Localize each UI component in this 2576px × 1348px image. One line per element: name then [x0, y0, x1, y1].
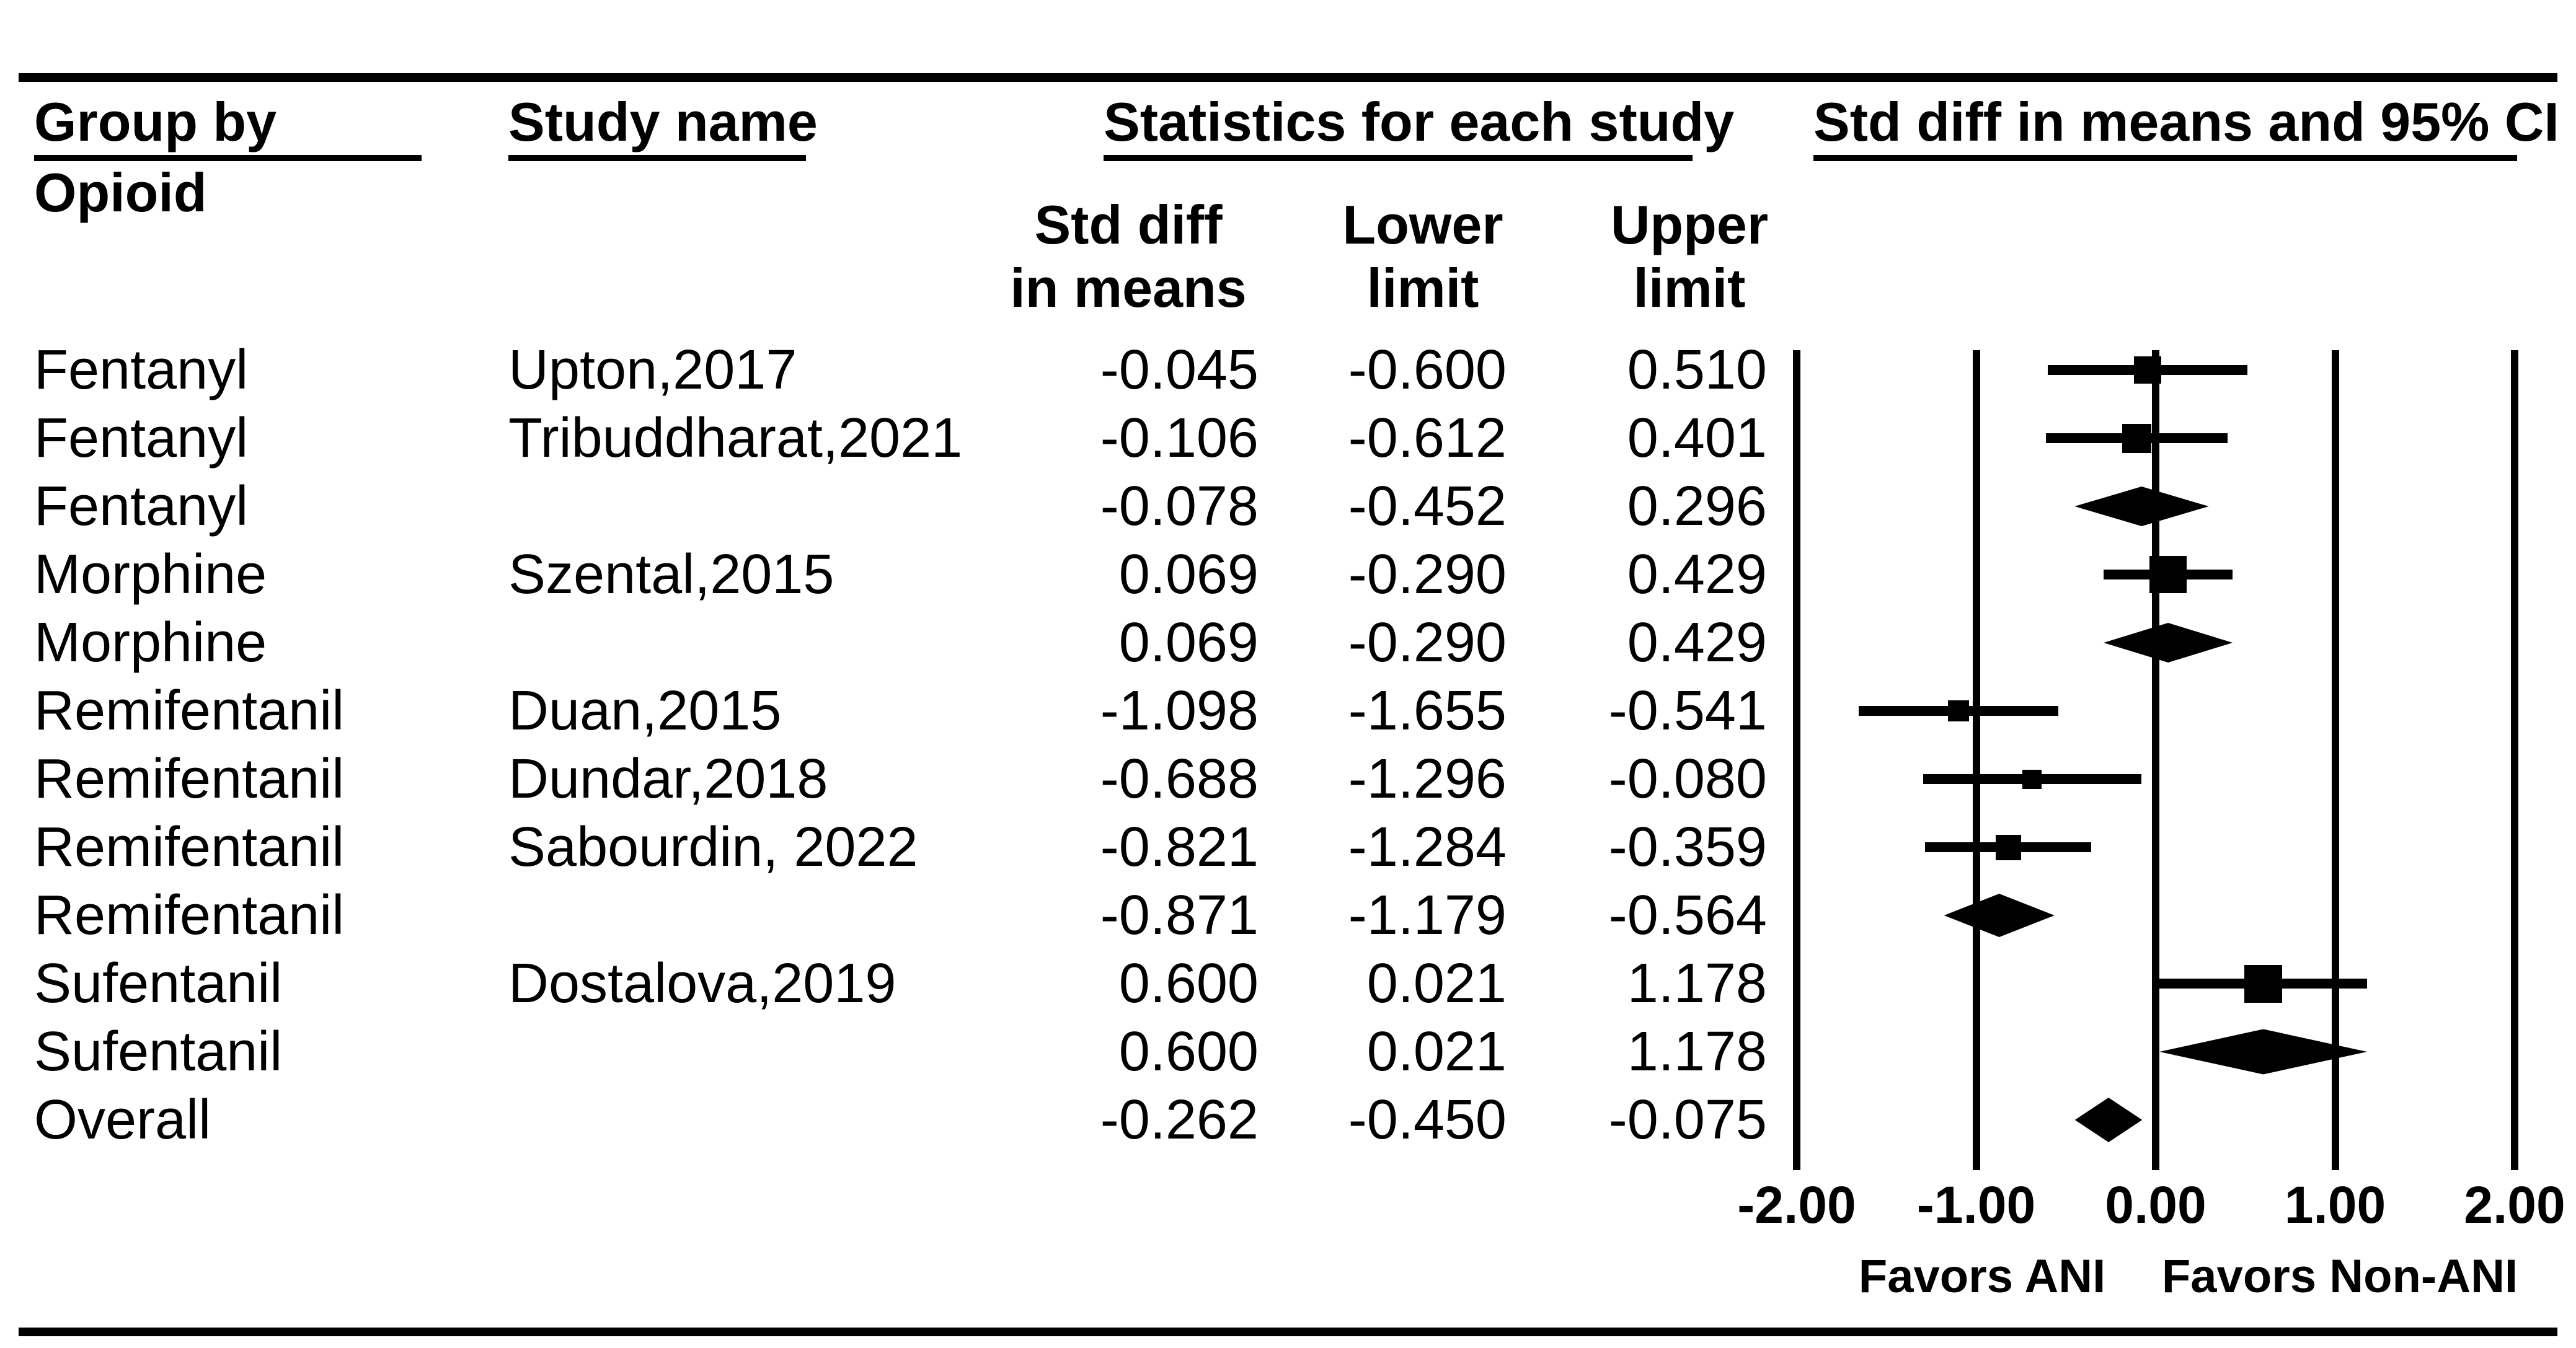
row-stddiff-value: 0.600	[1118, 1021, 1259, 1083]
row-group-label: Morphine	[34, 612, 267, 674]
row-group-label: Fentanyl	[34, 475, 249, 537]
row-lower-value: -0.600	[1348, 339, 1507, 401]
summary-diamond	[2074, 487, 2209, 526]
lower-column-header-line2: limit	[1366, 257, 1479, 319]
row-group-label: Sufentanil	[34, 1021, 283, 1083]
row-lower-value: -0.452	[1348, 475, 1507, 537]
row-stddiff-value: -0.821	[1100, 816, 1259, 878]
row-upper-value: -0.080	[1608, 748, 1767, 810]
weight-square	[2022, 769, 2042, 789]
row-stddiff-value: 0.600	[1118, 953, 1259, 1015]
group-by-sub-label: Opioid	[34, 162, 207, 223]
row-upper-value: 1.178	[1627, 953, 1767, 1015]
row-upper-value: -0.075	[1608, 1089, 1767, 1151]
axis-tick-label: 1.00	[2284, 1176, 2386, 1234]
statistics-header-label: Statistics for each study	[1104, 91, 1735, 152]
row-upper-value: 0.429	[1627, 612, 1767, 674]
row-lower-value: -1.179	[1348, 884, 1507, 946]
favors-left-label: Favors ANI	[1858, 1250, 2106, 1303]
row-stddiff-value: 0.069	[1118, 612, 1259, 674]
row-upper-value: 0.296	[1627, 475, 1767, 537]
row-study-label: Upton,2017	[508, 339, 797, 401]
row-lower-value: -1.284	[1348, 816, 1507, 878]
row-lower-value: -1.655	[1348, 680, 1507, 742]
row-upper-value: -0.541	[1608, 680, 1767, 742]
row-stddiff-value: -0.871	[1100, 884, 1259, 946]
row-stddiff-value: -0.078	[1100, 475, 1259, 537]
row-study-label: Dostalova,2019	[508, 953, 896, 1015]
summary-diamond	[2104, 623, 2233, 663]
row-group-label: Fentanyl	[34, 339, 249, 401]
row-upper-value: -0.564	[1608, 884, 1767, 946]
row-study-label: Duan,2015	[508, 680, 782, 742]
row-study-label: Tribuddharat,2021	[508, 407, 963, 469]
row-group-label: Remifentanil	[34, 816, 345, 878]
row-group-label: Overall	[34, 1089, 211, 1151]
plot-gridline	[2331, 350, 2339, 1170]
lower-column-header-line1: Lower	[1342, 194, 1503, 255]
row-study-label: Dundar,2018	[508, 748, 828, 810]
axis-tick-label: 2.00	[2464, 1176, 2565, 1234]
favors-right-label: Favors Non-ANI	[2161, 1250, 2518, 1303]
row-group-label: Morphine	[34, 544, 267, 606]
plot-gridline	[1972, 350, 1980, 1170]
weight-square	[2149, 556, 2187, 593]
study-name-header-label: Study name	[508, 91, 818, 152]
row-group-label: Fentanyl	[34, 407, 249, 469]
row-lower-value: -0.450	[1348, 1089, 1507, 1151]
row-group-label: Sufentanil	[34, 953, 283, 1015]
row-upper-value: 0.510	[1627, 339, 1767, 401]
weight-square	[1995, 834, 2021, 860]
row-lower-value: 0.021	[1366, 953, 1507, 1015]
stddiff-column-header-line2: in means	[1010, 257, 1247, 319]
plot-gridline	[1793, 350, 1800, 1170]
row-upper-value: 1.178	[1627, 1021, 1767, 1083]
weight-square	[2244, 964, 2283, 1003]
upper-column-header-line1: Upper	[1610, 194, 1769, 255]
row-lower-value: -0.612	[1348, 407, 1507, 469]
row-lower-value: -0.290	[1348, 612, 1507, 674]
row-study-label: Szental,2015	[508, 544, 834, 606]
row-stddiff-value: -0.106	[1100, 407, 1259, 469]
stddiff-column-header: Std diff in means	[992, 193, 1265, 320]
row-lower-value: 0.021	[1366, 1021, 1507, 1083]
row-study-label: Sabourdin, 2022	[508, 816, 918, 878]
row-upper-value: -0.359	[1608, 816, 1767, 878]
plot-header-label: Std diff in means and 95% CI	[1813, 91, 2559, 152]
row-lower-value: -1.296	[1348, 748, 1507, 810]
stddiff-column-header-line1: Std diff	[1034, 194, 1223, 255]
weight-square	[2133, 356, 2161, 384]
row-stddiff-value: 0.069	[1118, 544, 1259, 606]
row-group-label: Remifentanil	[34, 748, 345, 810]
study-name-header: Study name	[508, 93, 818, 161]
row-lower-value: -0.290	[1348, 544, 1507, 606]
group-by-header-label: Group by	[34, 91, 277, 152]
axis-tick-label: 0.00	[2105, 1176, 2206, 1234]
row-group-label: Remifentanil	[34, 884, 345, 946]
group-by-header: Group by	[34, 93, 422, 161]
row-stddiff-value: -0.045	[1100, 339, 1259, 401]
row-stddiff-value: -1.098	[1100, 680, 1259, 742]
row-upper-value: 0.401	[1627, 407, 1767, 469]
row-group-label: Remifentanil	[34, 680, 345, 742]
plot-gridline	[2511, 350, 2518, 1170]
upper-column-header: Upper limit	[1587, 193, 1792, 320]
axis-tick-label: -2.00	[1737, 1176, 1856, 1234]
statistics-header: Statistics for each study	[1104, 93, 1734, 161]
bottom-rule	[19, 1328, 2557, 1336]
upper-column-header-line2: limit	[1633, 257, 1746, 319]
plot-gridline	[2152, 350, 2159, 1170]
row-upper-value: 0.429	[1627, 544, 1767, 606]
row-stddiff-value: -0.688	[1100, 748, 1259, 810]
top-rule	[19, 73, 2557, 82]
summary-diamond	[1944, 894, 2055, 937]
weight-square	[1948, 700, 1970, 721]
weight-square	[2122, 423, 2151, 453]
row-stddiff-value: -0.262	[1100, 1089, 1259, 1151]
axis-tick-label: -1.00	[1916, 1176, 2036, 1234]
plot-header: Std diff in means and 95% CI	[1813, 93, 2559, 161]
lower-column-header: Lower limit	[1321, 193, 1525, 320]
summary-diamond	[2074, 1098, 2143, 1142]
